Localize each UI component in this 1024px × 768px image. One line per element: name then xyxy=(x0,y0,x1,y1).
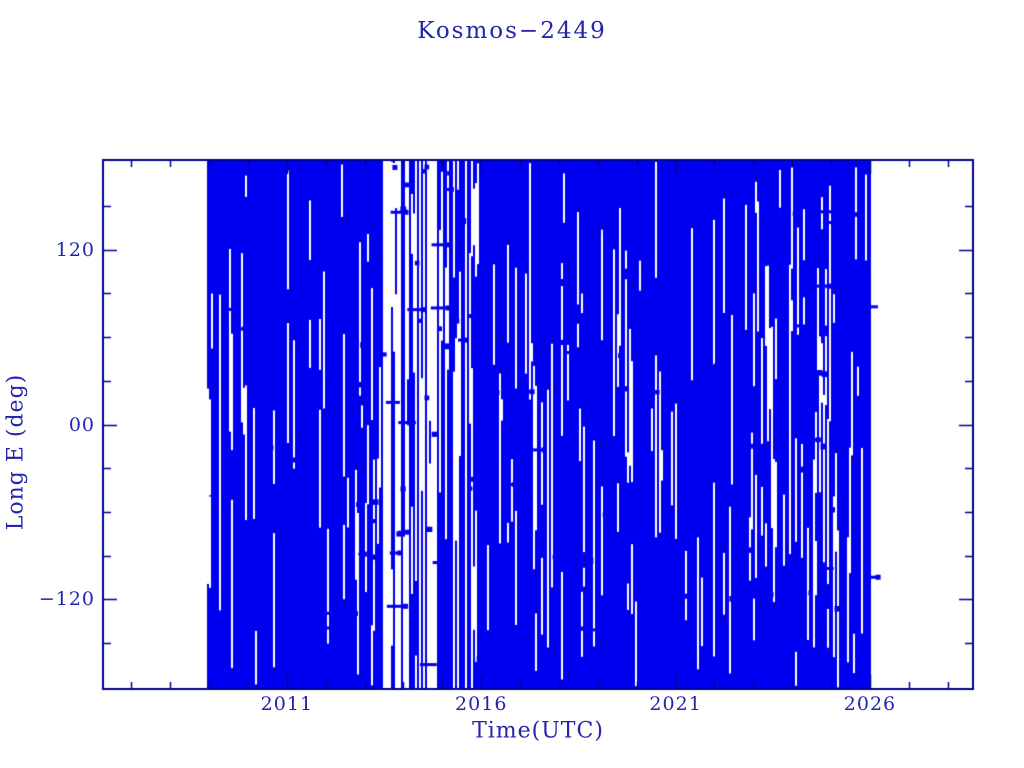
x-tick-label-2026: 2026 xyxy=(843,693,897,715)
x-tick-label-2021: 2021 xyxy=(649,693,702,715)
y-tick-label-120: 120 xyxy=(55,238,95,261)
x-tick-label-2016: 2016 xyxy=(455,693,508,715)
y-axis-title: Long E (deg) xyxy=(3,373,29,531)
y-tick-label-−120: −120 xyxy=(38,588,95,611)
x-tick-label-2011: 2011 xyxy=(260,693,314,715)
chart-title: Kosmos−2449 xyxy=(417,18,607,44)
x-axis-title: Time(UTC) xyxy=(472,718,604,744)
y-tick-label-00: 00 xyxy=(68,413,95,436)
